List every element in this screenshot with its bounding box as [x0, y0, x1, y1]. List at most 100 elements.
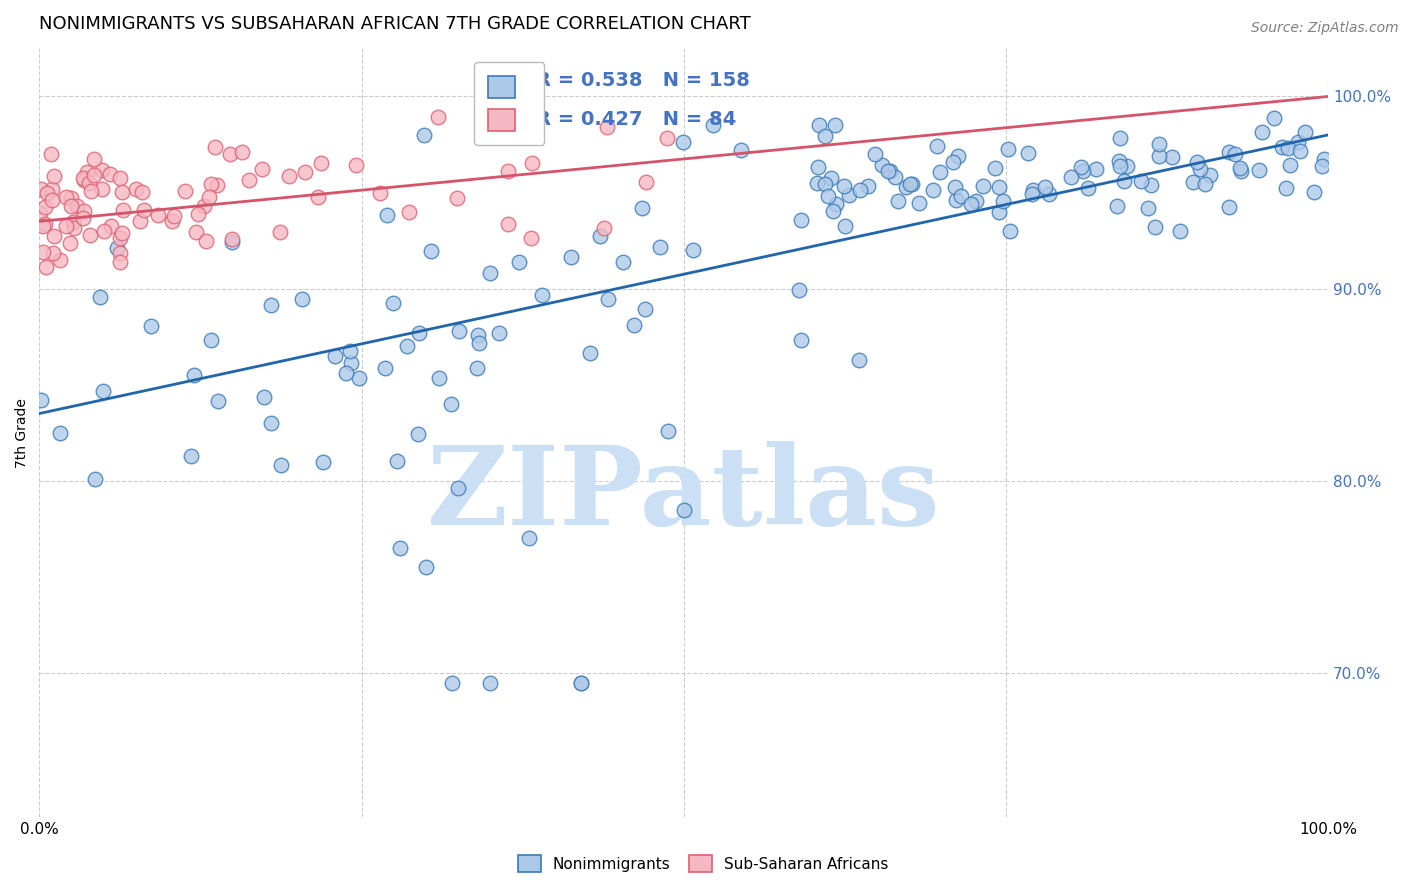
Point	[856, 179, 879, 194]
Point	[413, 128, 436, 142]
Point	[1060, 170, 1083, 185]
Point	[44, 169, 66, 184]
Point	[93, 224, 115, 238]
Point	[623, 318, 645, 332]
Point	[180, 449, 202, 463]
Point	[1223, 146, 1246, 161]
Point	[508, 255, 530, 269]
Point	[593, 221, 616, 235]
Point	[259, 298, 281, 312]
Point	[91, 384, 114, 398]
Point	[1199, 168, 1222, 182]
Point	[79, 228, 101, 243]
Point	[672, 502, 695, 516]
Point	[1144, 220, 1167, 235]
Point	[1263, 111, 1285, 125]
Point	[598, 292, 620, 306]
Point	[335, 366, 357, 380]
Point	[589, 228, 612, 243]
Point	[204, 140, 226, 154]
Point	[988, 180, 1011, 194]
Point	[863, 147, 886, 161]
Point	[77, 177, 100, 191]
Point	[1160, 150, 1182, 164]
Point	[385, 454, 408, 468]
Point	[730, 143, 752, 157]
Point	[886, 194, 908, 208]
Point	[884, 170, 907, 185]
Point	[1313, 152, 1336, 166]
Point	[447, 481, 470, 495]
Point	[560, 250, 582, 264]
Point	[395, 338, 418, 352]
Point	[1275, 180, 1298, 194]
Point	[1070, 160, 1092, 174]
Point	[34, 201, 56, 215]
Point	[1189, 161, 1212, 176]
Point	[927, 139, 949, 153]
Point	[72, 211, 94, 225]
Point	[55, 219, 77, 233]
Point	[100, 219, 122, 233]
Text: R = 0.427   N = 84: R = 0.427 N = 84	[536, 110, 735, 128]
Point	[83, 471, 105, 485]
Point	[91, 163, 114, 178]
Point	[42, 229, 65, 244]
Point	[278, 169, 301, 183]
Point	[1181, 175, 1204, 189]
Point	[260, 416, 283, 430]
Point	[311, 156, 333, 170]
Point	[323, 349, 346, 363]
Text: NONIMMIGRANTS VS SUBSAHARAN AFRICAN 7TH GRADE CORRELATION CHART: NONIMMIGRANTS VS SUBSAHARAN AFRICAN 7TH …	[39, 15, 751, 33]
Point	[238, 172, 260, 186]
Point	[198, 190, 221, 204]
Point	[1251, 125, 1274, 139]
Point	[73, 172, 96, 186]
Point	[146, 208, 169, 222]
Point	[634, 175, 657, 189]
Point	[1218, 145, 1240, 160]
Point	[1168, 224, 1191, 238]
Point	[817, 189, 839, 203]
Point	[62, 215, 84, 229]
Point	[1229, 161, 1251, 175]
Point	[1230, 164, 1253, 178]
Point	[877, 164, 900, 178]
Point	[813, 128, 835, 143]
Point	[579, 345, 602, 359]
Point	[672, 135, 695, 149]
Point	[806, 177, 828, 191]
Point	[1136, 201, 1159, 215]
Point	[134, 203, 156, 218]
Legend: , : ,	[474, 62, 544, 145]
Point	[108, 254, 131, 268]
Point	[834, 179, 856, 194]
Point	[427, 371, 450, 385]
Point	[848, 353, 870, 368]
Text: ZIPatlas: ZIPatlas	[427, 441, 941, 548]
Point	[531, 288, 554, 302]
Point	[63, 220, 86, 235]
Point	[949, 189, 972, 203]
Point	[207, 393, 229, 408]
Point	[110, 226, 132, 240]
Point	[479, 675, 502, 690]
Point	[790, 213, 813, 227]
Point	[1289, 144, 1312, 158]
Point	[998, 224, 1021, 238]
Point	[657, 425, 679, 439]
Point	[1033, 179, 1056, 194]
Point	[479, 266, 502, 280]
Point	[702, 118, 724, 132]
Point	[160, 214, 183, 228]
Point	[408, 326, 430, 340]
Point	[984, 161, 1007, 175]
Point	[250, 161, 273, 176]
Point	[406, 426, 429, 441]
Point	[184, 225, 207, 239]
Point	[908, 196, 931, 211]
Point	[520, 231, 543, 245]
Point	[112, 203, 135, 218]
Point	[650, 240, 672, 254]
Point	[496, 164, 519, 178]
